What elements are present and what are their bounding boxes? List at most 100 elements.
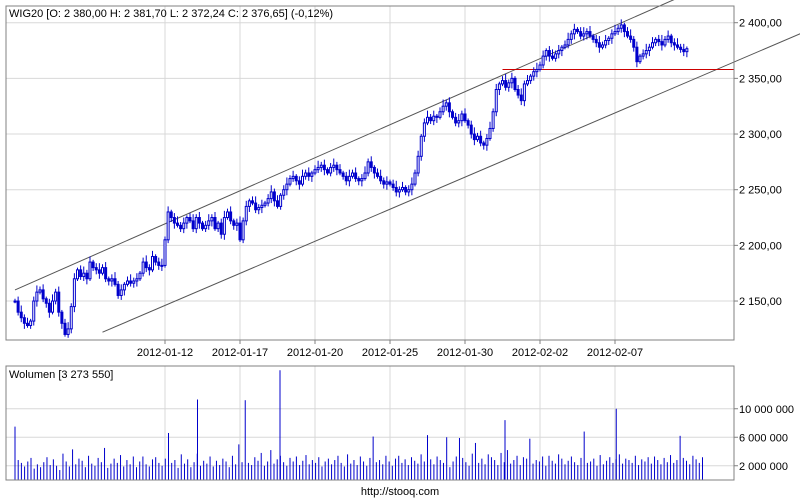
volume-y-axis: 2 000 000 6 000 000 10 000 000 xyxy=(734,404,794,473)
candle-body xyxy=(669,35,673,44)
candle-body xyxy=(451,111,454,118)
candle-body xyxy=(122,283,126,291)
price-y-tick-label: 2 250,00 xyxy=(739,185,782,197)
volume-title: Wolumen [3 273 550] xyxy=(9,369,113,381)
candle-body xyxy=(307,172,311,177)
candle-body xyxy=(579,31,583,37)
price-x-tick-label: 2012-02-07 xyxy=(587,347,643,359)
candle-body xyxy=(291,175,295,180)
candle-body xyxy=(438,111,442,118)
candle-body xyxy=(582,33,586,37)
candle-body xyxy=(422,122,426,137)
candle-body xyxy=(622,24,626,33)
price-y-tick-label: 2 350,00 xyxy=(739,73,782,85)
candle-body xyxy=(72,278,76,308)
candle-body xyxy=(119,289,123,296)
candle-body xyxy=(588,31,592,37)
candle-body xyxy=(632,38,636,48)
candle-body xyxy=(144,261,148,269)
candle-body xyxy=(213,217,217,230)
candle-body xyxy=(616,27,620,33)
price-y-tick-label: 2 150,00 xyxy=(739,296,782,308)
candle-body xyxy=(676,44,679,48)
candle-body xyxy=(535,68,539,73)
candle-body xyxy=(204,224,208,230)
candle-body xyxy=(151,256,154,271)
candle-body xyxy=(601,44,604,48)
volume-panel-frame xyxy=(5,365,735,481)
candle-body xyxy=(654,38,658,44)
price-x-tick-label: 2012-01-12 xyxy=(137,347,193,359)
price-title: WIG20 [O: 2 380,00 H: 2 381,70 L: 2 372,… xyxy=(9,8,333,20)
candle-body xyxy=(188,217,192,222)
candle-body xyxy=(163,239,167,266)
candle-body xyxy=(397,189,401,193)
candle-body xyxy=(385,181,389,185)
candle-body xyxy=(441,105,445,113)
candle-body xyxy=(26,322,29,327)
volume-y-tick-label: 10 000 000 xyxy=(739,404,794,416)
candle-body xyxy=(335,164,339,171)
price-x-tick-label: 2012-01-30 xyxy=(437,347,493,359)
candle-body xyxy=(351,172,354,177)
candle-body xyxy=(638,55,642,63)
candle-body xyxy=(647,46,651,52)
channel-line-lower xyxy=(102,33,800,333)
volume-panel: Wolumen [3 273 550] 2 000 000 6 000 000 10… xyxy=(5,365,794,481)
candle-body xyxy=(113,278,117,285)
candle-body xyxy=(604,40,608,46)
candle-body xyxy=(107,278,111,282)
candle-body xyxy=(301,175,304,185)
candle-body xyxy=(666,35,670,40)
candle-body xyxy=(597,42,601,48)
price-x-tick-label: 2012-01-17 xyxy=(212,347,268,359)
candle-body xyxy=(263,202,267,206)
candle-body xyxy=(460,113,464,122)
candle-body xyxy=(285,183,289,191)
candle-body xyxy=(376,172,379,177)
candle-body xyxy=(260,204,264,209)
candle-body xyxy=(497,83,501,91)
candle-body xyxy=(391,183,395,188)
candle-body xyxy=(507,82,511,88)
candle-body xyxy=(429,116,433,122)
candle-body xyxy=(254,202,258,211)
candle-body xyxy=(85,272,89,280)
candle-body xyxy=(547,50,551,57)
candle-body xyxy=(482,142,486,146)
candle-body xyxy=(232,220,236,226)
candle-body xyxy=(663,38,667,46)
candle-body xyxy=(532,71,536,77)
candle-body xyxy=(463,113,467,122)
candle-body xyxy=(488,127,492,139)
candle-body xyxy=(610,33,614,39)
candle-body xyxy=(169,211,173,219)
candle-body xyxy=(544,50,548,57)
candle-body xyxy=(269,191,273,200)
candle-body xyxy=(104,267,108,280)
candle-body xyxy=(447,102,451,113)
candle-body xyxy=(29,320,33,327)
candle-body xyxy=(466,120,470,126)
candle-body xyxy=(491,111,495,129)
candle-body xyxy=(310,172,314,177)
candle-body xyxy=(288,178,292,185)
candle-body xyxy=(338,169,342,174)
candle-body xyxy=(60,311,64,324)
candle-body xyxy=(369,161,373,168)
candle-body xyxy=(157,261,161,266)
candle-body xyxy=(641,53,645,57)
price-x-tick-label: 2012-01-25 xyxy=(362,347,418,359)
price-x-tick-label: 2012-02-02 xyxy=(512,347,568,359)
candle-body xyxy=(522,83,526,102)
source-link[interactable]: http://stooq.com xyxy=(360,486,440,498)
candle-body xyxy=(516,89,520,96)
candle-body xyxy=(379,175,383,182)
candle-body xyxy=(66,328,70,335)
candle-body xyxy=(504,80,508,88)
candle-body xyxy=(360,178,364,182)
candle-body xyxy=(679,46,683,50)
candle-body xyxy=(660,41,664,46)
candle-body xyxy=(141,261,145,274)
